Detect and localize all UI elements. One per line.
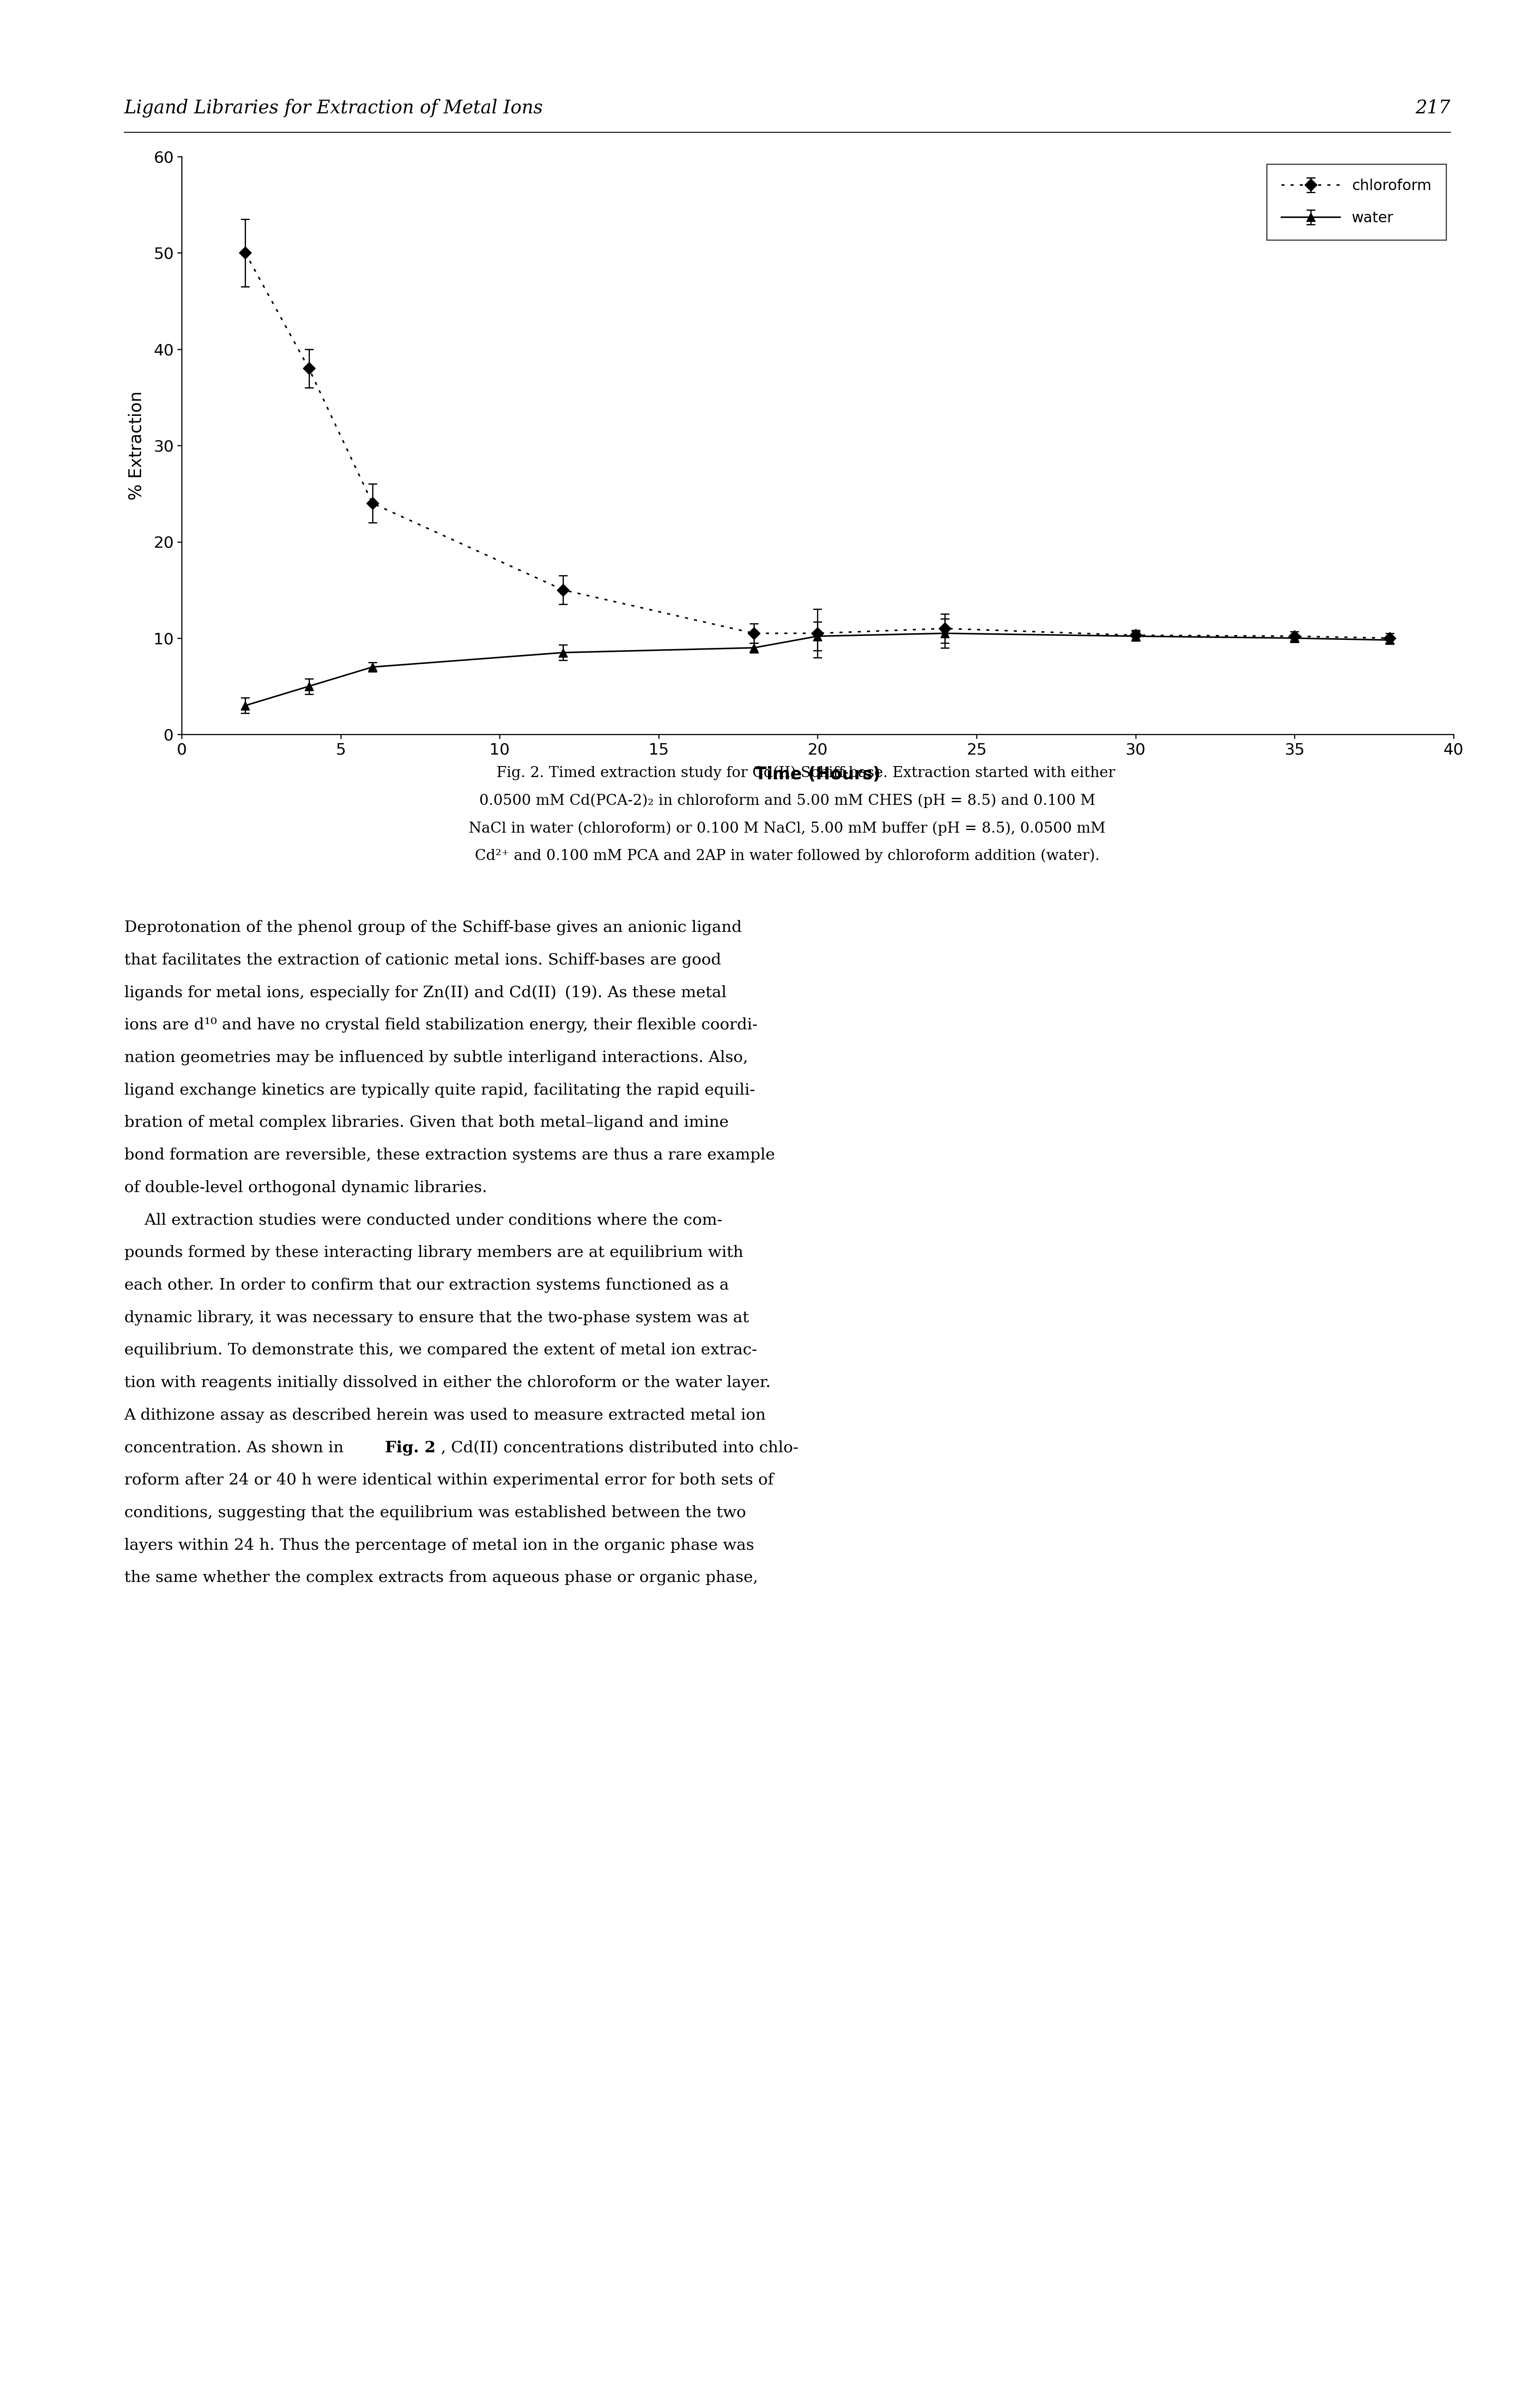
Text: ligands for metal ions, especially for Zn(II) and Cd(II)  (19). As these metal: ligands for metal ions, especially for Z… (124, 985, 727, 999)
Text: concentration. As shown in ⁠: concentration. As shown in ⁠ (124, 1440, 348, 1454)
Text: dynamic library, it was necessary to ensure that the two-phase system was at: dynamic library, it was necessary to ens… (124, 1310, 749, 1324)
Text: nation geometries may be influenced by subtle interligand interactions. Also,: nation geometries may be influenced by s… (124, 1050, 748, 1064)
Text: layers within 24 h. Thus the percentage of metal ion in the organic phase was: layers within 24 h. Thus the percentage … (124, 1539, 754, 1553)
Text: ions are d¹⁰ and have no crystal field stabilization energy, their flexible coor: ions are d¹⁰ and have no crystal field s… (124, 1016, 757, 1033)
Text: bond formation are reversible, these extraction systems are thus a rare example: bond formation are reversible, these ext… (124, 1149, 775, 1163)
Text: Cd²⁺ and 0.100 mΜ PCA and 2AP in water followed by chloroform addition (water).: Cd²⁺ and 0.100 mΜ PCA and 2AP in water f… (475, 848, 1099, 862)
Text: pounds formed by these interacting library members are at equilibrium with: pounds formed by these interacting libra… (124, 1245, 743, 1259)
Text: equilibrium. To demonstrate this, we compared the extent of metal ion extrac-: equilibrium. To demonstrate this, we com… (124, 1341, 757, 1358)
Text: ⁠, Cd(II) concentrations distributed into chlo-: ⁠, Cd(II) concentrations distributed int… (441, 1440, 798, 1454)
Text: tion with reagents initially dissolved in either the chloroform or the water lay: tion with reagents initially dissolved i… (124, 1375, 771, 1389)
Text: conditions, suggesting that the equilibrium was established between the two: conditions, suggesting that the equilibr… (124, 1505, 746, 1519)
Text: ligand exchange kinetics are typically quite rapid, facilitating the rapid equil: ligand exchange kinetics are typically q… (124, 1084, 755, 1098)
Text: of double-level orthogonal dynamic libraries.: of double-level orthogonal dynamic libra… (124, 1180, 488, 1194)
Text: Deprotonation of the phenol group of the Schiff-base gives an anionic ligand: Deprotonation of the phenol group of the… (124, 920, 742, 934)
Legend: chloroform, water: chloroform, water (1267, 164, 1446, 241)
Text: Fig. 2. Timed extraction study for Cd(II) Schiff-base. Extraction started with e: Fig. 2. Timed extraction study for Cd(II… (459, 766, 1116, 780)
Text: 0.0500 mΜ Cd(PCA-2)₂ in chloroform and 5.00 mΜ CHES (pH = 8.5) and 0.100 Μ: 0.0500 mΜ Cd(PCA-2)₂ in chloroform and 5… (480, 792, 1095, 807)
Text: the same whether the complex extracts from aqueous phase or organic phase,: the same whether the complex extracts fr… (124, 1570, 759, 1584)
Text: A dithizone assay as described herein was used to measure extracted metal ion: A dithizone assay as described herein wa… (124, 1406, 766, 1423)
Text: bration of metal complex libraries. Given that both metal–ligand and imine: bration of metal complex libraries. Give… (124, 1115, 728, 1129)
Text: NaCl in water (chloroform) or 0.100 Μ NaCl, 5.00 mΜ buffer (pH = 8.5), 0.0500 mΜ: NaCl in water (chloroform) or 0.100 Μ Na… (469, 821, 1105, 836)
X-axis label: Time (Hours): Time (Hours) (754, 766, 881, 783)
Text: concentration. As shown in ⁠        ⁠, Cd(II) concentrations distributed into ch: concentration. As shown in ⁠ ⁠, Cd(II) c… (124, 1440, 746, 1454)
Y-axis label: % Extraction: % Extraction (129, 390, 145, 501)
Text: All extraction studies were conducted under conditions where the com-: All extraction studies were conducted un… (124, 1214, 722, 1228)
Text: each other. In order to confirm that our extraction systems functioned as a: each other. In order to confirm that our… (124, 1276, 728, 1293)
Text: roform after 24 or 40 h were identical within experimental error for both sets o: roform after 24 or 40 h were identical w… (124, 1474, 774, 1488)
Text: Fig. 2: Fig. 2 (385, 1440, 436, 1454)
Text: Ligand Libraries for Extraction of Metal Ions: Ligand Libraries for Extraction of Metal… (124, 99, 544, 118)
Text: 217: 217 (1416, 99, 1450, 118)
Text: that facilitates the extraction of cationic metal ions. Schiff-bases are good: that facilitates the extraction of catio… (124, 951, 721, 968)
